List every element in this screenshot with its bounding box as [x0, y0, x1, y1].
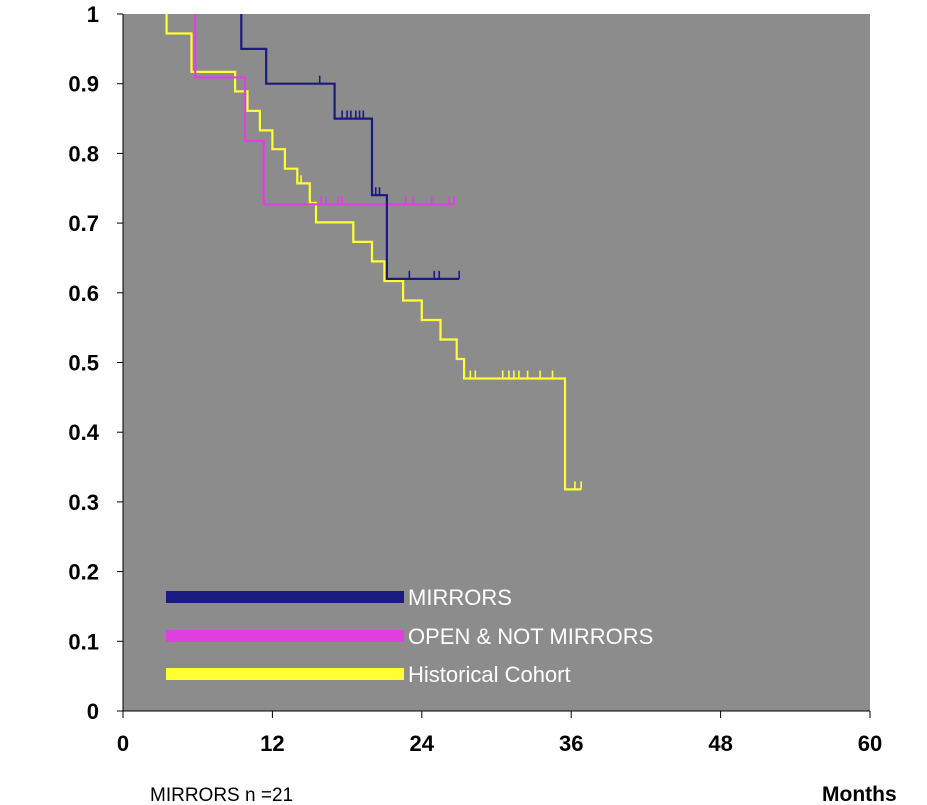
x-axis-title: Months: [822, 783, 897, 805]
series-line: [194, 14, 455, 206]
y-tick-label: 0.1: [68, 629, 99, 654]
series-line: [165, 14, 582, 491]
series-line: [240, 14, 460, 280]
y-tick-label: 0.6: [68, 281, 99, 306]
y-tick-label: 0.3: [68, 490, 99, 515]
y-tick-label: 1: [87, 2, 99, 27]
x-tick-label: 60: [858, 731, 882, 756]
y-tick-label: 0: [87, 699, 99, 724]
legend-label: Historical Cohort: [408, 662, 571, 687]
y-tick-label: 0.4: [68, 420, 99, 445]
footnote-text: MIRRORS n =21: [150, 785, 293, 805]
axes: 0 0.1 0.2 0.3 0.4 0.5 0.6 0.7 0.8 0.9 1 0 12 24 36 48 60: [68, 2, 882, 756]
legend-label: MIRRORS: [408, 585, 512, 610]
x-tick-label: 0: [117, 731, 129, 756]
legend-swatch: [166, 668, 404, 680]
x-tick-label: 48: [708, 731, 732, 756]
x-tick-label: 24: [410, 731, 435, 756]
legend: MIRRORS OPEN & NOT MIRRORS Historical Coho…: [166, 585, 653, 687]
legend-swatch: [166, 630, 404, 642]
y-tick-label: 0.5: [68, 351, 99, 376]
y-tick-label: 0.2: [68, 560, 99, 585]
x-tick-label: 36: [559, 731, 583, 756]
y-tick-label: 0.8: [68, 141, 99, 166]
legend-swatch: [166, 591, 404, 603]
series-group: [165, 14, 582, 491]
legend-label: OPEN & NOT MIRRORS: [408, 624, 653, 649]
x-tick-label: 12: [260, 731, 284, 756]
y-tick-label: 0.9: [68, 72, 99, 97]
y-tick-label: 0.7: [68, 211, 99, 236]
